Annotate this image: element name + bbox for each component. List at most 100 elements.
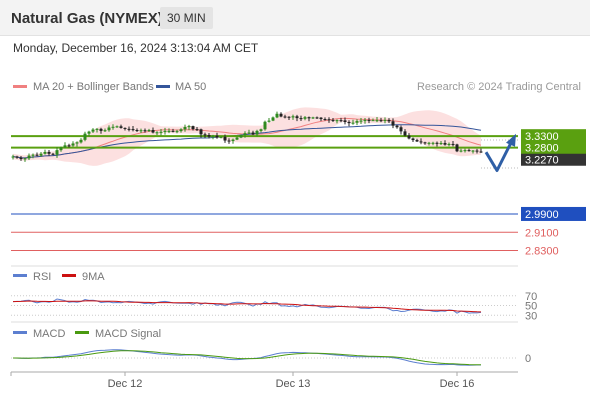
candle-body xyxy=(107,127,111,131)
candle-body xyxy=(295,116,299,119)
timeframe-button[interactable]: 30 MIN xyxy=(160,7,213,29)
candle-body xyxy=(75,142,79,144)
candle-body xyxy=(439,143,443,145)
legend-label-ma20: MA 20 + Bollinger Bands xyxy=(33,81,154,93)
candle-body xyxy=(87,131,91,134)
candle-body xyxy=(231,139,235,141)
candle-body xyxy=(415,140,419,142)
candle-body xyxy=(23,158,27,160)
candle-body xyxy=(271,117,275,121)
candle-body xyxy=(211,135,215,137)
candle-body xyxy=(311,117,315,119)
candle-body xyxy=(147,130,151,132)
rsi-level-label: 50 xyxy=(525,301,537,313)
candle-body xyxy=(171,130,175,132)
candle-body xyxy=(363,119,367,121)
x-axis-tick-label: Dec 16 xyxy=(440,378,475,390)
legend-swatch-ma20 xyxy=(13,85,27,88)
projection-arrowhead-icon xyxy=(506,133,516,147)
rsi-ma-line xyxy=(12,300,482,313)
candle-body xyxy=(183,127,187,130)
candle-body xyxy=(263,121,267,130)
legend-label-rsi: RSI xyxy=(33,271,51,283)
candle-body xyxy=(387,119,391,122)
candle-body xyxy=(371,120,375,122)
candle-body xyxy=(223,136,227,141)
candle-body xyxy=(395,125,399,128)
candle-body xyxy=(267,120,271,122)
candle-body xyxy=(111,126,115,128)
candle-body xyxy=(251,132,255,135)
resistance-label-upper: 3.3300 xyxy=(525,131,559,143)
candle-body xyxy=(63,145,67,148)
candle-body xyxy=(255,130,259,135)
candle-body xyxy=(215,135,219,138)
candle-body xyxy=(455,144,459,152)
candle-body xyxy=(419,141,423,143)
candle-body xyxy=(227,140,231,142)
projection-arrow-line xyxy=(484,140,514,172)
macd-signal-line xyxy=(13,350,482,366)
candle-body xyxy=(71,143,75,146)
candle-body xyxy=(151,130,155,133)
candle-body xyxy=(283,116,287,118)
chart-datetime: Monday, December 16, 2024 3:13:04 AM CET xyxy=(13,41,259,55)
candle-body xyxy=(115,126,119,128)
candle-body xyxy=(99,128,103,131)
candle-body xyxy=(407,135,411,139)
legend-label-rsi-ma: 9MA xyxy=(82,271,105,283)
candle-body xyxy=(323,119,327,121)
candle-body xyxy=(91,129,95,132)
candle-body xyxy=(51,153,55,155)
legend-label-macd: MACD xyxy=(33,328,65,340)
candle-body xyxy=(19,157,23,160)
candle-body xyxy=(343,120,347,122)
candle-body xyxy=(427,142,431,144)
candle-body xyxy=(423,142,427,144)
candle-body xyxy=(235,137,239,140)
candle-body xyxy=(339,120,343,122)
candle-body xyxy=(15,156,19,158)
candle-body xyxy=(203,134,207,136)
candle-body xyxy=(403,131,407,136)
support-label-blue-bg xyxy=(521,206,586,221)
x-axis-tick-label: Dec 13 xyxy=(276,378,311,390)
candle-body xyxy=(383,119,387,121)
candle-body xyxy=(275,113,279,118)
legend-swatch-rsi xyxy=(13,274,27,277)
candle-body xyxy=(319,117,323,120)
last-price-label: 3.2270 xyxy=(525,155,559,167)
candle-body xyxy=(67,145,71,147)
candle-body xyxy=(331,119,335,121)
x-axis-tick-label: Dec 12 xyxy=(108,378,143,390)
candle-body xyxy=(103,130,107,132)
candle-body xyxy=(379,120,383,122)
candle-body xyxy=(43,151,47,154)
candle-body xyxy=(443,143,447,145)
candle-body xyxy=(467,150,471,152)
candle-body xyxy=(327,119,331,121)
legend-label-ma50: MA 50 xyxy=(175,81,206,93)
title-bar: Natural Gas (NYMEX) 30 MIN xyxy=(0,0,590,36)
candle-body xyxy=(155,132,159,134)
candle-body xyxy=(243,133,247,136)
rsi-level-label: 30 xyxy=(525,310,537,322)
candle-body xyxy=(315,117,319,119)
resistance-label-lower: 3.2800 xyxy=(525,143,559,155)
candle-body xyxy=(11,156,15,158)
candle-body xyxy=(27,155,31,159)
candle-body xyxy=(195,129,199,131)
resistance-labels-bg xyxy=(521,129,586,155)
candle-body xyxy=(175,131,179,133)
candle-body xyxy=(391,121,395,126)
candle-body xyxy=(83,133,87,140)
legend-swatch-macd-signal xyxy=(75,331,89,334)
candle-body xyxy=(127,128,131,130)
credit-text: Research © 2024 Trading Central xyxy=(417,81,581,93)
candle-body xyxy=(191,126,195,130)
candle-body xyxy=(131,129,135,131)
legend-swatch-rsi-ma xyxy=(62,274,76,277)
candle-body xyxy=(279,113,283,117)
candle-body xyxy=(79,139,83,143)
